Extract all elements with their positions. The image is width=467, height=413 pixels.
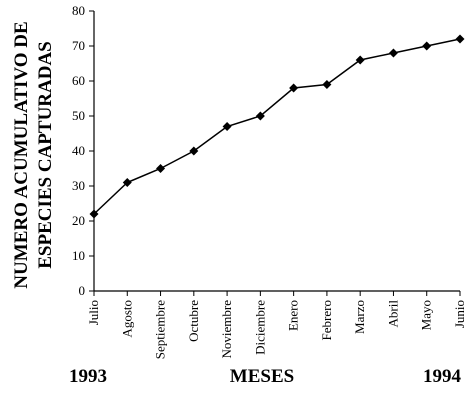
- y-tick-label: 10: [72, 248, 85, 263]
- x-tick-label: Abril: [385, 300, 400, 328]
- end-year: 1994: [423, 366, 462, 387]
- marker: [255, 111, 265, 121]
- x-tick-label: Julio: [86, 300, 101, 325]
- x-axis-title: MESES: [230, 366, 294, 387]
- marker: [122, 178, 132, 187]
- y-axis-title: ESPECIES CAPTURADAS: [35, 41, 56, 269]
- y-tick-label: 50: [72, 108, 85, 123]
- x-tick-label: Junio: [452, 300, 467, 328]
- x-tick-label: Diciembre: [252, 300, 267, 355]
- y-tick-label: 80: [72, 3, 85, 18]
- x-tick-label: Febrero: [319, 300, 334, 340]
- marker: [156, 164, 166, 173]
- y-tick-label: 0: [79, 283, 86, 298]
- x-tick-label: Mayo: [419, 300, 434, 330]
- x-tick-label: Agosto: [119, 300, 134, 338]
- marker: [455, 34, 465, 44]
- y-tick-label: 20: [72, 213, 85, 228]
- x-tick-label: Enero: [286, 300, 301, 331]
- marker: [422, 41, 432, 51]
- line: [93, 38, 461, 215]
- y-tick-label: 70: [72, 38, 85, 53]
- x-tick-label: Septiembre: [153, 300, 168, 359]
- y-tick-label: 30: [72, 178, 85, 193]
- x-tick-label: Marzo: [352, 300, 367, 334]
- marker: [322, 80, 332, 89]
- x-tick-label: Noviembre: [219, 300, 234, 359]
- x-tick-label: Octubre: [186, 300, 201, 342]
- start-year: 1993: [69, 366, 107, 387]
- marker: [222, 122, 232, 131]
- marker: [355, 55, 365, 65]
- marker: [189, 146, 199, 156]
- marker: [89, 209, 99, 219]
- marker: [289, 83, 299, 93]
- marker: [388, 48, 398, 58]
- y-axis-title: NUMERO ACUMULATIVO DE: [11, 21, 32, 288]
- y-tick-label: 40: [72, 143, 85, 158]
- y-tick-label: 60: [72, 73, 85, 88]
